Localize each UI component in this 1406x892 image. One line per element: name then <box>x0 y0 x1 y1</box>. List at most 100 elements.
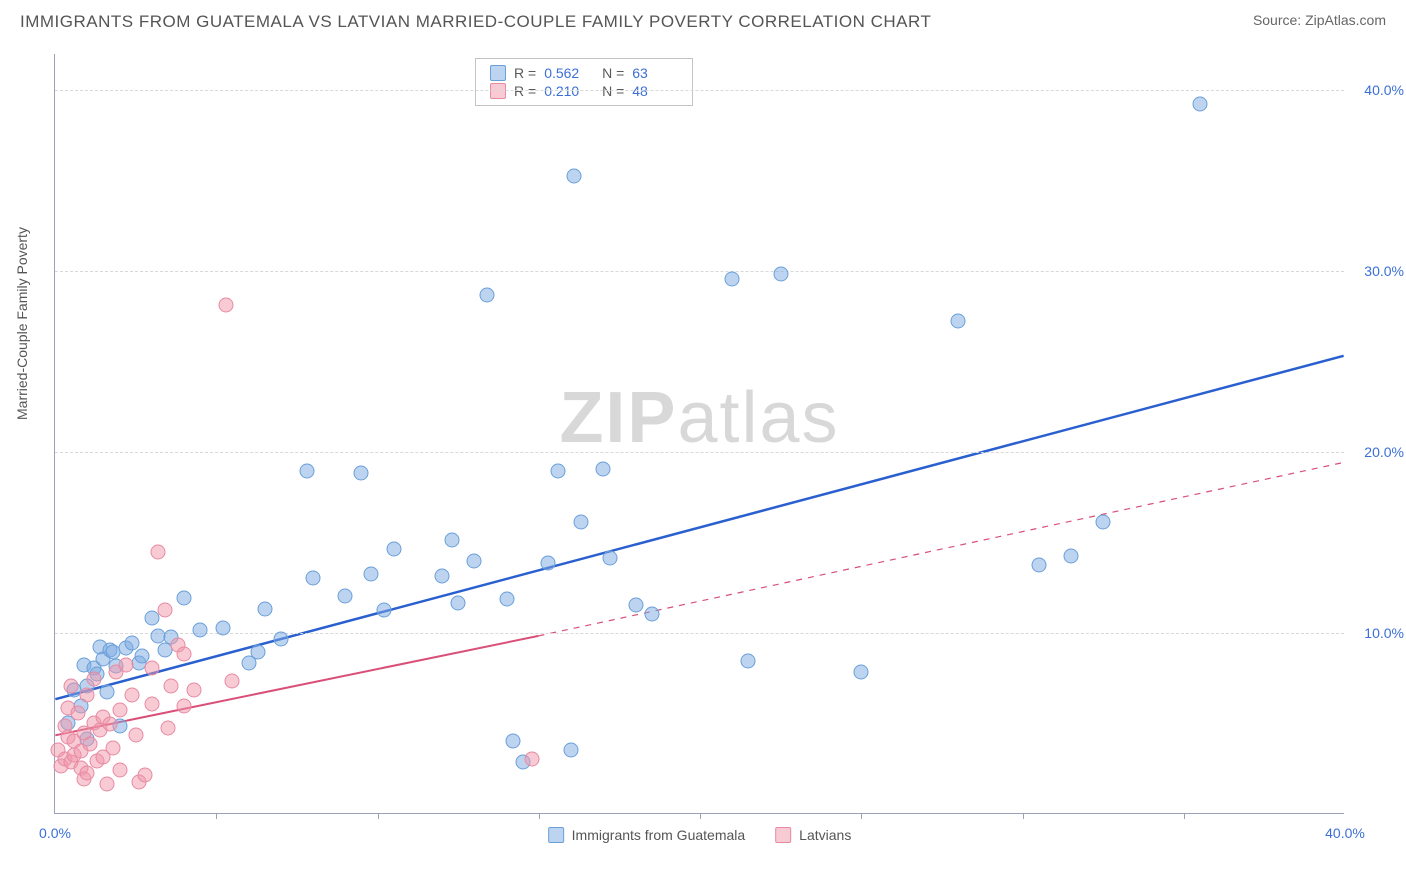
chart-title: IMMIGRANTS FROM GUATEMALA VS LATVIAN MAR… <box>20 12 931 32</box>
swatch-series1 <box>490 65 506 81</box>
point-series1 <box>451 596 466 611</box>
point-series2 <box>151 545 166 560</box>
swatch-series1 <box>548 827 564 843</box>
point-series1 <box>376 603 391 618</box>
point-series1 <box>386 541 401 556</box>
point-series2 <box>164 679 179 694</box>
x-tick <box>700 813 701 819</box>
x-tick <box>861 813 862 819</box>
point-series1 <box>644 606 659 621</box>
point-series2 <box>138 768 153 783</box>
point-series2 <box>106 740 121 755</box>
x-tick-label: 40.0% <box>1325 825 1365 841</box>
source-label: Source: ZipAtlas.com <box>1253 12 1386 28</box>
point-series1 <box>773 266 788 281</box>
point-series1 <box>215 621 230 636</box>
stat-n-series1: 63 <box>632 65 678 81</box>
point-series2 <box>99 777 114 792</box>
point-series1 <box>354 465 369 480</box>
point-series2 <box>70 706 85 721</box>
point-series1 <box>951 313 966 328</box>
point-series1 <box>551 464 566 479</box>
point-series1 <box>741 654 756 669</box>
point-series2 <box>112 762 127 777</box>
point-series1 <box>273 632 288 647</box>
legend-label-series2: Latvians <box>799 827 851 843</box>
point-series2 <box>144 697 159 712</box>
point-series1 <box>467 554 482 569</box>
swatch-series2 <box>775 827 791 843</box>
point-series1 <box>602 550 617 565</box>
stat-r-series1: 0.562 <box>544 65 590 81</box>
grid-line <box>55 633 1344 634</box>
point-series2 <box>177 646 192 661</box>
point-series1 <box>480 288 495 303</box>
point-series2 <box>218 297 233 312</box>
legend-item-series2: Latvians <box>775 827 851 843</box>
point-series1 <box>99 684 114 699</box>
y-tick-label: 20.0% <box>1349 444 1404 460</box>
point-series1 <box>541 556 556 571</box>
point-series2 <box>80 766 95 781</box>
stat-r-label: R = <box>514 65 536 81</box>
grid-line <box>55 271 1344 272</box>
point-series1 <box>251 644 266 659</box>
point-series2 <box>83 737 98 752</box>
point-series1 <box>564 742 579 757</box>
point-series1 <box>435 568 450 583</box>
point-series2 <box>128 728 143 743</box>
legend-item-series1: Immigrants from Guatemala <box>548 827 746 843</box>
correlation-legend: R = 0.562 N = 63 R = 0.210 N = 48 <box>475 58 693 106</box>
point-series1 <box>1096 514 1111 529</box>
watermark: ZIPatlas <box>559 377 839 459</box>
point-series1 <box>1192 96 1207 111</box>
scatter-chart: ZIPatlas R = 0.562 N = 63 R = 0.210 N = … <box>54 54 1344 814</box>
point-series2 <box>525 751 540 766</box>
point-series1 <box>628 597 643 612</box>
point-series1 <box>505 733 520 748</box>
y-tick-label: 10.0% <box>1349 625 1404 641</box>
point-series1 <box>725 272 740 287</box>
legend-label-series1: Immigrants from Guatemala <box>572 827 746 843</box>
point-series2 <box>102 717 117 732</box>
point-series2 <box>112 702 127 717</box>
point-series1 <box>338 588 353 603</box>
point-series1 <box>257 601 272 616</box>
x-tick <box>216 813 217 819</box>
x-tick <box>378 813 379 819</box>
point-series1 <box>364 567 379 582</box>
point-series1 <box>567 169 582 184</box>
point-series1 <box>854 664 869 679</box>
bottom-legend: Immigrants from Guatemala Latvians <box>548 827 852 843</box>
point-series1 <box>444 532 459 547</box>
point-series2 <box>64 679 79 694</box>
x-tick <box>1023 813 1024 819</box>
point-series2 <box>160 720 175 735</box>
point-series2 <box>144 661 159 676</box>
point-series1 <box>499 592 514 607</box>
point-series1 <box>306 570 321 585</box>
trend-lines <box>55 54 1344 813</box>
point-series1 <box>596 462 611 477</box>
point-series1 <box>177 590 192 605</box>
x-tick <box>1184 813 1185 819</box>
point-series2 <box>125 688 140 703</box>
legend-row-series1: R = 0.562 N = 63 <box>490 64 678 82</box>
point-series1 <box>299 464 314 479</box>
x-tick-label: 0.0% <box>39 825 71 841</box>
grid-line <box>55 452 1344 453</box>
y-tick-label: 30.0% <box>1349 263 1404 279</box>
stat-n-label: N = <box>598 65 624 81</box>
y-tick-label: 40.0% <box>1349 82 1404 98</box>
point-series1 <box>1031 558 1046 573</box>
y-axis-label: Married-Couple Family Poverty <box>14 227 30 420</box>
point-series2 <box>86 672 101 687</box>
point-series2 <box>157 603 172 618</box>
point-series2 <box>186 682 201 697</box>
point-series2 <box>177 699 192 714</box>
x-tick <box>539 813 540 819</box>
point-series1 <box>573 514 588 529</box>
point-series2 <box>80 688 95 703</box>
point-series1 <box>1063 549 1078 564</box>
point-series2 <box>118 657 133 672</box>
